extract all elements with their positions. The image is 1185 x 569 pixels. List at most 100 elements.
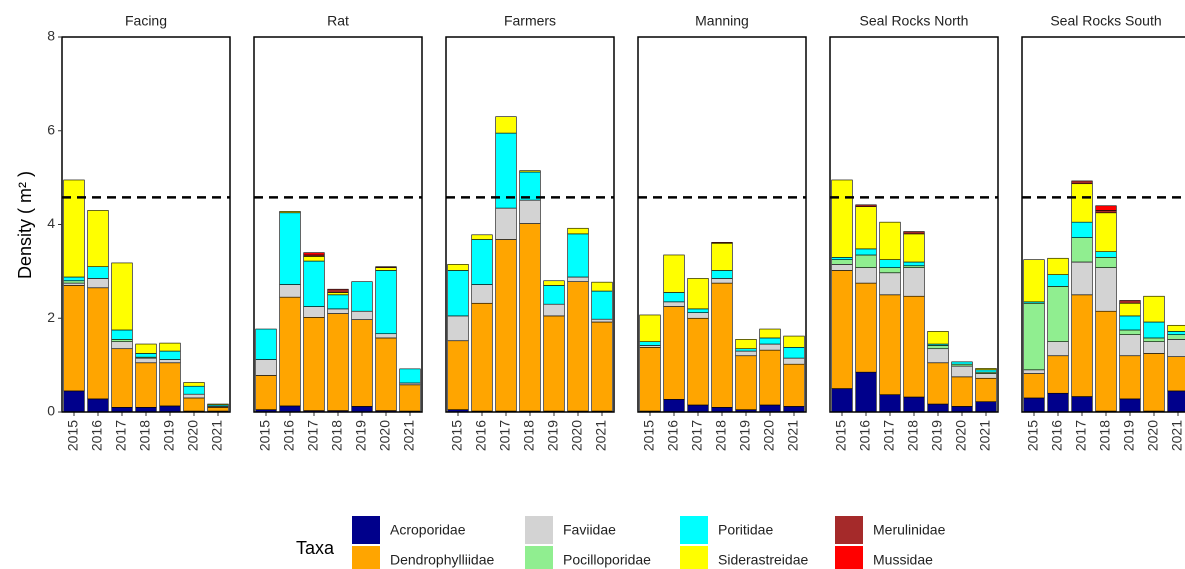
bar-segment [975, 373, 997, 379]
bar-segment [903, 261, 925, 267]
legend-label: Siderastreidae [718, 552, 808, 568]
bar-segment [687, 312, 709, 319]
y-tick-label: 4 [47, 215, 55, 231]
bar-segment [1071, 180, 1093, 185]
y-axis-label: Density ( m² ) [15, 171, 35, 279]
bar-segment [663, 399, 685, 413]
bar-segment [927, 331, 949, 345]
bar-segment [327, 288, 349, 293]
bar-segment [591, 290, 613, 320]
bar-segment [1047, 286, 1069, 342]
bar-segment [111, 341, 133, 350]
x-tick-label: 2017 [113, 420, 129, 451]
bar-segment [87, 398, 109, 413]
bar-segment [855, 254, 877, 268]
bar-segment [327, 292, 349, 296]
x-tick-label: 2016 [1049, 420, 1065, 451]
bar-segment [63, 179, 85, 278]
bar-segment [711, 270, 733, 279]
bar-segment [543, 285, 565, 305]
bar-segment [855, 282, 877, 373]
legend-label: Dendrophylliidae [390, 552, 495, 568]
bar-segment [759, 349, 781, 406]
bar-segment [1095, 257, 1117, 268]
bar-segment [1023, 373, 1045, 399]
bar-segment [159, 350, 181, 360]
bar-segment [783, 406, 805, 413]
x-tick-label: 2019 [353, 420, 369, 451]
legend-key [835, 546, 863, 569]
bar-segment [111, 348, 133, 408]
bar-segment [1119, 302, 1141, 317]
bar-segment [831, 259, 853, 265]
x-tick-label: 2018 [905, 420, 921, 451]
legend-title: Taxa [296, 538, 335, 558]
bar-segment [903, 267, 925, 297]
bar-segment [519, 170, 541, 173]
bar-segment [879, 267, 901, 274]
bar-segment [63, 280, 85, 284]
bar-segment [327, 313, 349, 411]
bar-segment [471, 302, 493, 412]
bar-segment [255, 328, 277, 360]
bar-segment [567, 233, 589, 278]
bar-segment [519, 199, 541, 224]
bar-segment [351, 319, 373, 407]
bar-segment [135, 353, 157, 358]
bar-segment [1143, 353, 1165, 412]
bar-segment [903, 295, 925, 398]
bar-segment [1023, 259, 1045, 303]
bar-segment [351, 281, 373, 312]
bar-segment [471, 234, 493, 240]
x-tick-label: 2016 [857, 420, 873, 451]
x-tick-label: 2017 [497, 420, 513, 451]
bar-segment [447, 315, 469, 342]
bar-segment [1119, 315, 1141, 331]
bar-segment [903, 396, 925, 413]
bar-segment [543, 280, 565, 286]
bar-segment [471, 284, 493, 304]
legend-label: Acroporidae [390, 522, 466, 538]
bar-segment [1143, 295, 1165, 323]
bar-segment [855, 204, 877, 207]
bar-segment [1095, 267, 1117, 312]
x-tick-label: 2015 [833, 420, 849, 451]
x-tick-label: 2015 [641, 420, 657, 451]
bar-segment [351, 406, 373, 413]
bar-segment [375, 266, 397, 268]
bar-segment [855, 267, 877, 284]
x-tick-label: 2015 [257, 420, 273, 451]
x-tick-label: 2021 [209, 420, 225, 451]
bar-segment [831, 179, 853, 258]
y-tick-label: 2 [47, 309, 55, 325]
bar-segment [279, 284, 301, 298]
bar-segment [159, 405, 181, 413]
bar-segment [519, 171, 541, 201]
x-tick-label: 2017 [1073, 420, 1089, 451]
bar-segment [975, 401, 997, 413]
legend-label: Poritidae [718, 522, 773, 538]
bar-segment [759, 404, 781, 413]
facet-title: Rat [327, 13, 349, 29]
bar-segment [1167, 334, 1185, 340]
bar-segment [87, 210, 109, 267]
bar-segment [639, 314, 661, 342]
bar-segment [1047, 355, 1069, 394]
bar-segment [159, 359, 181, 364]
bar-segment [879, 259, 901, 268]
bar-segment [303, 306, 325, 318]
bar-segment [375, 267, 397, 271]
bar-segment [495, 207, 517, 240]
bar-segment [735, 350, 757, 357]
x-tick-label: 2018 [329, 420, 345, 451]
x-tick-label: 2019 [545, 420, 561, 451]
bar-segment [399, 384, 421, 412]
bar-segment [111, 262, 133, 331]
bar-segment [1119, 355, 1141, 400]
legend-label: Merulinidae [873, 522, 946, 538]
bar-segment [495, 239, 517, 412]
x-tick-label: 2016 [665, 420, 681, 451]
bar-segment [447, 270, 469, 317]
bar-segment [1071, 183, 1093, 223]
